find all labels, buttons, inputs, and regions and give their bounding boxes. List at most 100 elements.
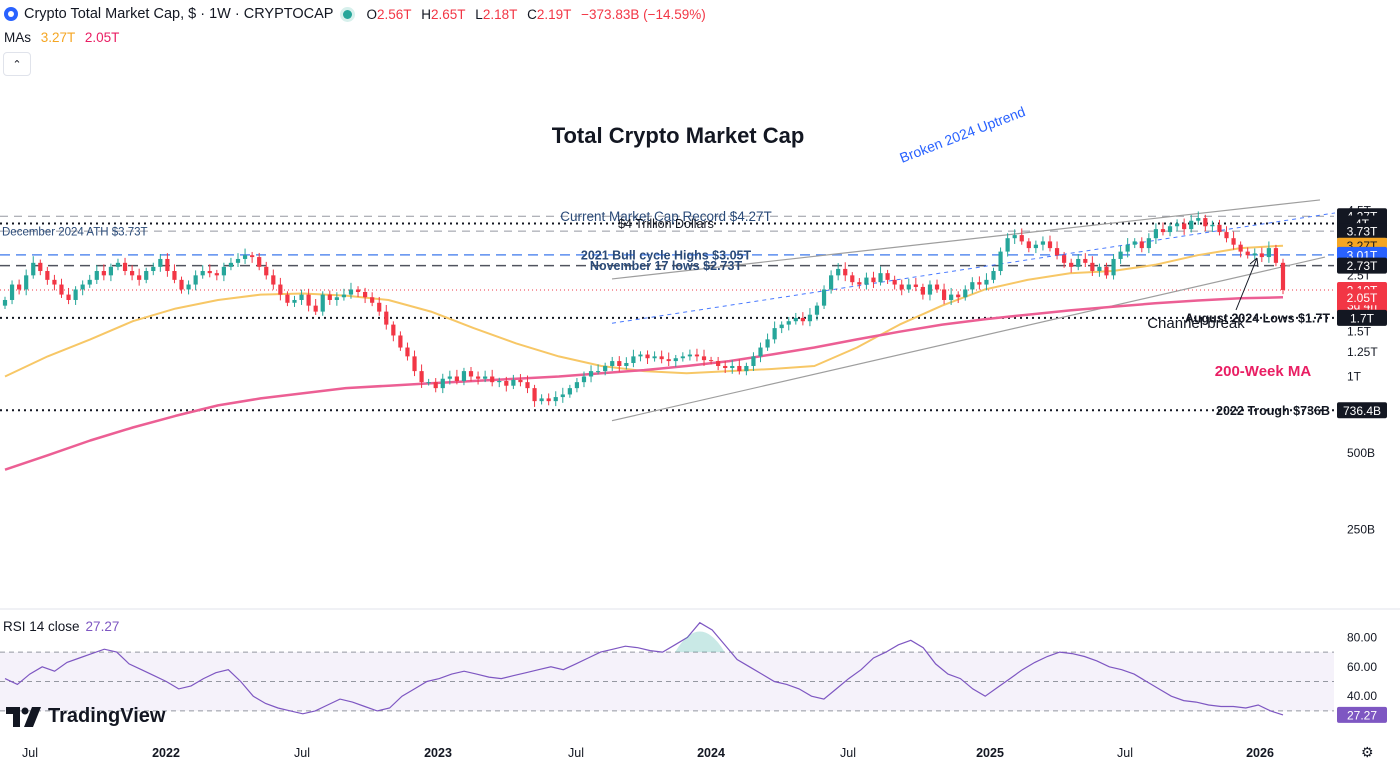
- candle-body: [355, 289, 361, 292]
- candle-body: [292, 299, 297, 303]
- candle-body: [327, 294, 332, 300]
- candle-body: [1224, 232, 1229, 239]
- channel-upper-line: [611, 199, 1321, 280]
- ma200-line: [4, 296, 1284, 471]
- candle-body: [885, 273, 890, 280]
- ma-legend[interactable]: MAs 3.27T 2.05T: [4, 30, 119, 45]
- candle-body: [461, 371, 467, 382]
- candle-body: [115, 262, 121, 267]
- candle-body: [1280, 262, 1286, 290]
- candle-body: [31, 262, 36, 276]
- ma1-value: 3.27T: [40, 30, 76, 45]
- x-tick-label: 2025: [976, 746, 1004, 760]
- candle-body: [567, 388, 572, 395]
- candle-body: [850, 275, 855, 283]
- candle-body: [970, 282, 975, 290]
- candle-body: [362, 291, 368, 298]
- candle-body: [348, 289, 354, 295]
- candle-body: [1217, 224, 1222, 233]
- tradingview-logo-text: TradingView: [48, 705, 166, 727]
- candle-body: [1160, 229, 1166, 233]
- tradingview-logo[interactable]: TradingView: [6, 705, 165, 728]
- candle-body: [497, 381, 502, 383]
- y-tick-label: 1T: [1347, 370, 1362, 384]
- chart-title: Total Crypto Market Cap: [552, 123, 805, 148]
- ohlc-readout: O2.56T H2.65T L2.18T C2.19T −373.83B (−1…: [366, 6, 706, 22]
- candle-body: [864, 277, 869, 285]
- candle-body: [518, 379, 523, 383]
- candle-body: [1153, 229, 1159, 239]
- trough-annotation: 2022 Trough $736B: [1216, 404, 1330, 418]
- candle-body: [1019, 235, 1024, 242]
- candle-body: [59, 284, 64, 295]
- candle-body: [687, 354, 692, 357]
- four-trillion-annotation: $4 Trillion Dollars: [618, 217, 714, 231]
- chevron-up-icon: ⌃: [12, 58, 22, 71]
- candle-body: [193, 275, 198, 285]
- candle-body: [511, 379, 516, 386]
- candle-body: [843, 268, 848, 276]
- candle-body: [250, 255, 255, 258]
- candle-body: [24, 275, 29, 290]
- candle-body: [596, 371, 601, 373]
- candle-body: [977, 282, 982, 285]
- candle-body: [581, 376, 587, 383]
- candle-body: [1097, 266, 1102, 272]
- market-status-icon: [343, 9, 353, 19]
- candle-body: [1210, 224, 1215, 227]
- x-tick-label: 2026: [1246, 746, 1274, 760]
- candle-body: [151, 266, 156, 272]
- candle-body: [122, 262, 128, 272]
- candle-body: [786, 321, 791, 325]
- candle-body: [454, 376, 459, 382]
- candle-body: [800, 317, 805, 322]
- candle-body: [730, 365, 735, 369]
- candle-body: [793, 317, 798, 322]
- high-value: 2.65T: [431, 6, 466, 22]
- collapse-legend-button[interactable]: ⌃: [3, 52, 31, 76]
- candle-body: [186, 284, 191, 290]
- candle-body: [426, 382, 431, 384]
- candle-body: [878, 273, 883, 283]
- rsi-legend[interactable]: RSI 14 close 27.27: [3, 619, 119, 634]
- candle-body: [9, 284, 15, 300]
- candle-body: [758, 347, 763, 357]
- candle-body: [221, 266, 226, 276]
- bull-highs-annotation: 2021 Bull cycle Highs $3.05T: [581, 248, 752, 262]
- channel-lower-line: [611, 256, 1326, 422]
- candle-body: [941, 289, 947, 300]
- candle-body: [1146, 238, 1151, 249]
- candle-body: [1012, 235, 1017, 239]
- symbol-title[interactable]: Crypto Total Market Cap, $ · 1W · CRYPTO…: [24, 6, 334, 22]
- candle-body: [66, 294, 71, 300]
- settings-gear-icon[interactable]: ⚙: [1361, 744, 1374, 760]
- candle-body: [588, 371, 594, 377]
- x-tick-label: 2022: [152, 746, 180, 760]
- candle-body: [334, 297, 339, 300]
- ma-label: MAs: [4, 30, 31, 45]
- candle-body: [264, 266, 269, 276]
- candle-body: [998, 251, 1003, 272]
- candle-body: [398, 335, 403, 348]
- tradingview-logo-icon: [6, 706, 41, 727]
- candle-body: [906, 284, 911, 290]
- y-tick-label: 250B: [1347, 523, 1375, 537]
- candle-body: [1104, 266, 1109, 276]
- dec-ath-annotation: December 2024 ATH $3.73T: [2, 227, 148, 239]
- candle-body: [701, 356, 707, 361]
- candle-body: [468, 371, 474, 377]
- candle-body: [412, 356, 417, 372]
- candle-body: [652, 356, 657, 359]
- candle-body: [1266, 248, 1271, 258]
- rsi-label: RSI 14 close: [3, 619, 80, 634]
- candle-body: [144, 271, 149, 280]
- candle-body: [956, 294, 961, 298]
- candle-body: [574, 382, 580, 389]
- candle-body: [779, 324, 784, 329]
- candle-body: [1076, 258, 1081, 267]
- candle-body: [737, 365, 742, 372]
- candle-body: [1054, 248, 1060, 256]
- candle-body: [560, 394, 565, 398]
- candle-body: [1111, 258, 1116, 276]
